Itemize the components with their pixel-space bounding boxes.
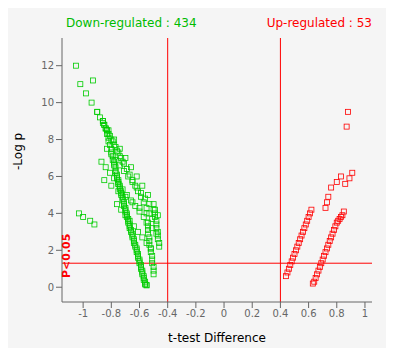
svg-text:8: 8 [48,134,54,145]
svg-text:4: 4 [48,208,54,219]
svg-text:6: 6 [48,171,54,182]
html-text:Up-regulated : 53: Up-regulated : 53 [266,16,372,30]
svg-text:0.8: 0.8 [329,308,345,319]
svg-text:-1: -1 [78,308,88,319]
svg-text:-0.8: -0.8 [102,308,122,319]
svg-text:-Log p: -Log p [11,133,25,170]
svg-text:0: 0 [221,308,227,319]
svg-text:0.4: 0.4 [272,308,288,319]
svg-text:-0.4: -0.4 [158,308,178,319]
svg-text:0: 0 [48,282,54,293]
svg-text:2: 2 [48,245,54,256]
svg-text:t-test Difference: t-test Difference [168,331,266,345]
svg-text:0.6: 0.6 [301,308,317,319]
svg-text:P<0.05: P<0.05 [60,234,73,278]
svg-text:12: 12 [41,60,54,71]
html-text:Down-regulated : 434: Down-regulated : 434 [66,16,197,30]
svg-text:10: 10 [41,97,54,108]
svg-text:-0.6: -0.6 [130,308,150,319]
svg-text:0.2: 0.2 [244,308,260,319]
svg-text:-0.2: -0.2 [186,308,206,319]
svg-text:1: 1 [362,308,368,319]
